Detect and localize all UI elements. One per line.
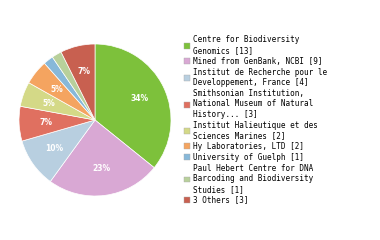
Wedge shape — [95, 44, 171, 168]
Wedge shape — [29, 63, 95, 120]
Wedge shape — [52, 52, 95, 120]
Text: 23%: 23% — [92, 164, 111, 174]
Wedge shape — [44, 57, 95, 120]
Wedge shape — [61, 44, 95, 120]
Text: 5%: 5% — [50, 84, 63, 94]
Text: 10%: 10% — [46, 144, 63, 153]
Wedge shape — [50, 120, 154, 196]
Text: 5%: 5% — [42, 99, 55, 108]
Wedge shape — [22, 120, 95, 181]
Legend: Centre for Biodiversity
Genomics [13], Mined from GenBank, NCBI [9], Institut de: Centre for Biodiversity Genomics [13], M… — [184, 36, 328, 204]
Wedge shape — [20, 83, 95, 120]
Text: 34%: 34% — [130, 94, 149, 103]
Wedge shape — [19, 106, 95, 141]
Text: 7%: 7% — [39, 118, 52, 127]
Text: 7%: 7% — [77, 67, 90, 76]
